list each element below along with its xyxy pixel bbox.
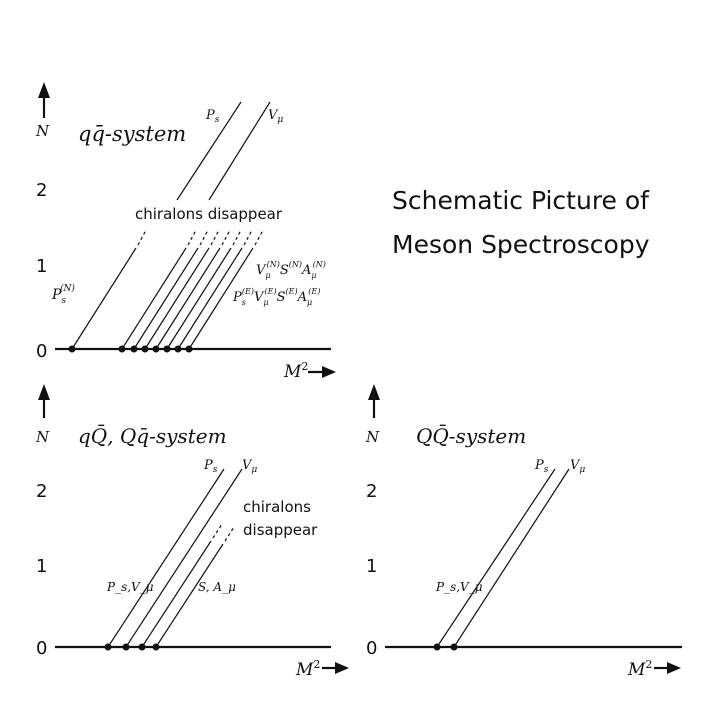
s-dot <box>138 643 146 651</box>
states-E-label: Ps(E)Vμ(E)S(E)Aμ(E) <box>232 287 320 307</box>
psv-label: P_s,V_μ <box>435 580 483 594</box>
y-axis-arrowhead <box>368 384 380 400</box>
a-trajectory-dashed <box>224 526 235 542</box>
chiralons-line-1: chiralons <box>243 498 311 516</box>
y-tick-0: 0 <box>366 638 377 659</box>
y-tick-1: 1 <box>36 256 47 277</box>
states-N-label: Vμ(N)S(N)Aμ(N) <box>256 260 326 280</box>
y-tick-0: 0 <box>36 638 47 659</box>
chiral-trajectories <box>121 229 264 350</box>
y-axis-arrowhead <box>38 82 50 98</box>
x-axis-arrowhead <box>335 662 349 674</box>
system-label: QQ̄-system <box>416 423 526 448</box>
psN-trajectory <box>71 247 137 350</box>
v-trajectory <box>453 468 570 648</box>
psN-trajectory-dashed <box>137 229 147 246</box>
y-tick-0: 0 <box>36 341 47 362</box>
panel-QQ-system: N 2 1 0 M2 QQ̄-system Ps Vμ P_s,V_μ <box>365 384 682 680</box>
v-label: Vμ <box>570 458 585 475</box>
x-axis-arrowhead <box>667 662 681 674</box>
x-axis-label: M2 <box>283 360 308 382</box>
y-tick-1: 1 <box>366 556 377 577</box>
x-axis-label: M2 <box>627 658 652 680</box>
ps-label: Ps <box>534 458 549 475</box>
y-axis-label: N <box>35 428 50 446</box>
v-dot <box>450 643 458 651</box>
sa-label: S, A_μ <box>198 580 236 594</box>
chiralons-disappear-label: chiralons disappear <box>135 205 283 223</box>
y-tick-2: 2 <box>36 481 47 502</box>
v-dot <box>122 643 130 651</box>
y-axis-arrowhead <box>38 384 50 400</box>
x-axis-arrowhead <box>322 366 336 378</box>
psN-dot <box>68 345 76 353</box>
y-tick-2: 2 <box>366 481 377 502</box>
a-dot <box>152 643 160 651</box>
v-label: Vμ <box>242 458 257 475</box>
y-axis-label: N <box>35 122 50 140</box>
ps-dot <box>433 643 441 651</box>
ps-trajectory-upper <box>176 101 242 201</box>
s-trajectory <box>141 540 212 648</box>
ps-label: Ps <box>203 458 218 475</box>
v-trajectory-upper <box>208 101 271 201</box>
ps-label: Ps <box>205 108 220 125</box>
x-axis-label: M2 <box>295 658 320 680</box>
panel-qQ-system: N 2 1 0 M2 qQ̄, Qq̄-system Ps Vμ chiralo… <box>35 384 349 680</box>
panel-qq-system: N 2 1 0 M2 qq̄-system Ps Vμ chiralons di… <box>35 82 336 382</box>
ps-trajectory <box>436 468 556 648</box>
a-trajectory <box>155 543 224 648</box>
ps-dot <box>104 643 112 651</box>
v-trajectory <box>125 468 243 648</box>
y-tick-2: 2 <box>36 180 47 201</box>
system-label: qQ̄, Qq̄-system <box>78 423 227 448</box>
system-label: qq̄-system <box>78 122 186 146</box>
title-line-1: Schematic Picture of <box>392 186 650 215</box>
s-trajectory-dashed <box>212 523 223 539</box>
ps-trajectory <box>107 468 225 648</box>
v-label: Vμ <box>268 108 283 125</box>
chiral-dots <box>118 345 193 353</box>
psN-label: Ps(N) <box>51 283 75 306</box>
title-line-2: Meson Spectroscopy <box>392 230 650 259</box>
psv-label: P_s,V_μ <box>106 580 154 594</box>
y-axis-label: N <box>365 428 380 446</box>
chiralons-line-2: disappear <box>243 521 318 539</box>
y-tick-1: 1 <box>36 556 47 577</box>
